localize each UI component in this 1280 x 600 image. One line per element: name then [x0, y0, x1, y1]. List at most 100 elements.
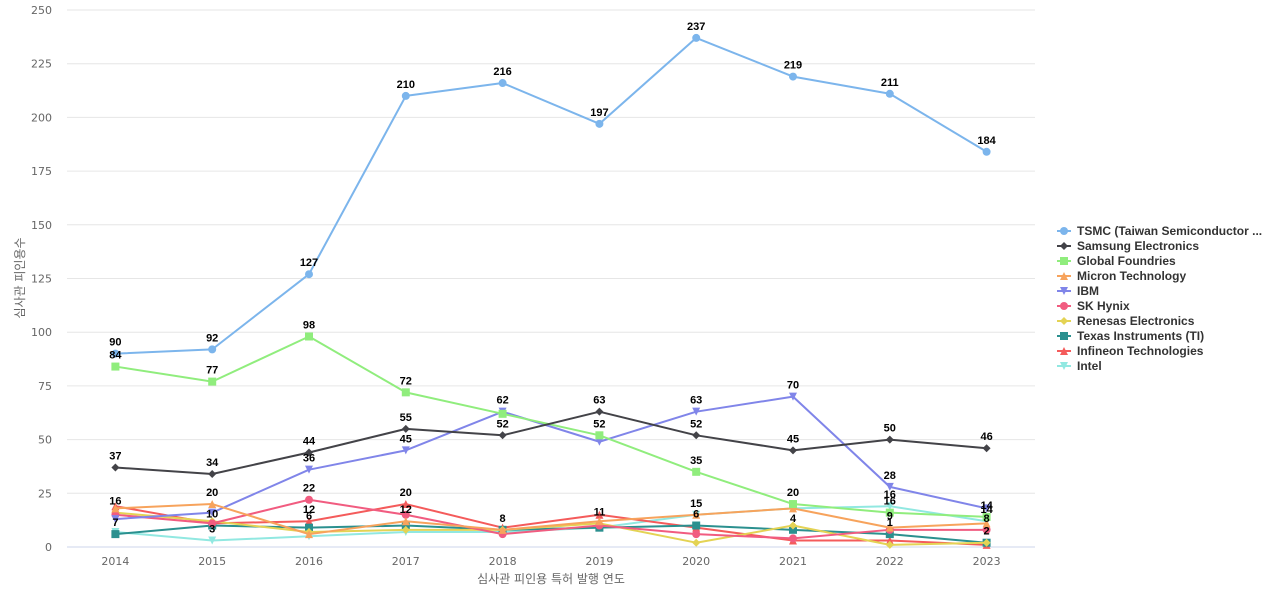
y-tick-label: 250 — [31, 4, 52, 17]
data-point — [111, 530, 120, 539]
legend-marker — [1060, 257, 1068, 265]
legend-item: Renesas Electronics — [1057, 314, 1195, 328]
x-tick-label: 2021 — [779, 555, 807, 568]
data-label: 16 — [884, 489, 896, 501]
data-point — [595, 437, 604, 446]
data-label: 63 — [593, 395, 605, 407]
data-label: 127 — [300, 257, 318, 269]
legend-marker — [1060, 242, 1068, 250]
data-point — [305, 523, 313, 532]
x-tick-label: 2015 — [198, 555, 226, 568]
data-label: 8 — [984, 513, 990, 525]
y-tick-label: 50 — [38, 434, 52, 447]
data-point — [982, 444, 991, 453]
grid-layer — [67, 9, 1035, 548]
data-point — [692, 33, 701, 42]
x-tick-label: 2019 — [585, 555, 613, 568]
data-label: 219 — [784, 60, 802, 72]
legend-item: Samsung Electronics — [1057, 239, 1199, 253]
data-label: 10 — [206, 509, 218, 521]
data-point — [401, 424, 410, 433]
data-point — [208, 469, 217, 478]
data-point — [789, 500, 797, 509]
data-label: 12 — [400, 504, 412, 516]
legend-item: Infineon Technologies — [1057, 344, 1204, 358]
legend-marker — [1060, 347, 1068, 355]
data-label: 46 — [980, 431, 992, 443]
data-point — [208, 519, 217, 528]
data-label: 16 — [884, 496, 896, 508]
y-tick-label: 125 — [31, 273, 52, 286]
data-point — [595, 407, 604, 416]
data-point — [982, 147, 991, 156]
data-label: 52 — [496, 418, 508, 430]
data-label: 35 — [690, 455, 702, 467]
legend-item: Texas Instruments (TI) — [1057, 329, 1204, 343]
y-tick-label: 0 — [45, 541, 52, 554]
data-label: 70 — [787, 380, 799, 392]
data-point — [401, 521, 410, 530]
legend-marker — [1060, 227, 1068, 235]
data-point — [208, 500, 217, 509]
data-point — [208, 377, 217, 386]
data-label: 45 — [400, 433, 412, 445]
series-line — [115, 335, 987, 518]
data-point — [498, 525, 507, 534]
data-point — [789, 525, 797, 534]
data-point — [692, 431, 701, 440]
data-label: 4 — [790, 513, 797, 525]
series-2 — [111, 332, 991, 521]
legend-marker — [1060, 287, 1068, 295]
data-label: 63 — [690, 395, 702, 407]
data-label: 216 — [493, 66, 511, 78]
legend-marker — [1060, 332, 1068, 340]
x-tick-label: 2018 — [489, 555, 517, 568]
legend-item: Global Foundries — [1057, 254, 1176, 268]
data-point — [982, 512, 991, 521]
legend-marker — [1060, 317, 1068, 325]
data-label: 77 — [206, 365, 218, 377]
data-point — [111, 362, 120, 371]
series-1 — [111, 407, 991, 478]
data-label: 45 — [787, 433, 799, 445]
data-point — [305, 517, 313, 526]
data-label: 11 — [594, 506, 606, 518]
data-point — [595, 510, 604, 519]
data-point — [111, 515, 120, 524]
x-tick-label: 2016 — [295, 555, 323, 568]
data-point — [305, 270, 313, 279]
legend-item: IBM — [1057, 284, 1099, 298]
series-0 — [111, 33, 991, 358]
data-point — [498, 79, 507, 88]
data-point — [885, 435, 894, 444]
series-line — [115, 498, 987, 540]
legend-item: SK Hynix — [1057, 299, 1130, 313]
legend-item: Intel — [1057, 359, 1102, 373]
y-tick-label: 75 — [38, 380, 52, 393]
x-tick-label: 2017 — [392, 555, 420, 568]
data-label: 22 — [303, 483, 315, 495]
data-point — [982, 504, 991, 513]
legend-label: Intel — [1077, 359, 1102, 373]
data-point — [401, 388, 410, 397]
data-point — [401, 517, 410, 526]
data-point — [208, 508, 217, 517]
data-point — [498, 431, 507, 440]
data-label: 211 — [881, 77, 899, 89]
series-line — [115, 395, 987, 521]
data-label: 12 — [303, 504, 315, 516]
data-label: 237 — [687, 21, 705, 33]
series-line — [115, 511, 987, 546]
legend-label: Micron Technology — [1077, 269, 1186, 283]
data-label-layer: 90 92127210216197237219211184373444555263… — [109, 21, 996, 538]
series-4 — [111, 392, 991, 524]
data-point — [111, 349, 120, 358]
x-tick-label: 2022 — [876, 555, 904, 568]
data-point — [789, 72, 797, 81]
data-point — [982, 538, 991, 547]
series-line — [115, 410, 987, 475]
data-point — [982, 525, 991, 534]
y-tick-label: 150 — [31, 219, 52, 232]
